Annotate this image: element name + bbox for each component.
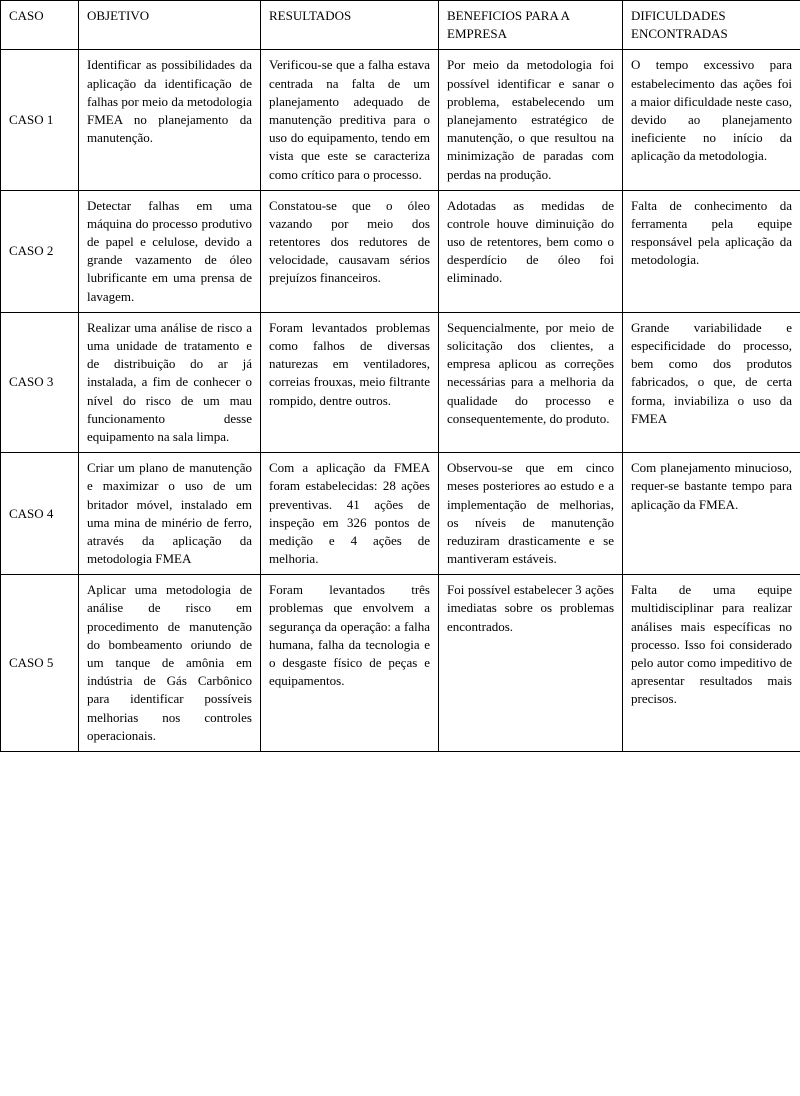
cell-beneficios: Observou-se que em cinco meses posterior… [439,453,623,575]
col-caso: CASO [1,1,79,50]
cell-objetivo: Aplicar uma metodologia de análise de ri… [79,575,261,752]
table-row: CASO 1 Identificar as possibilidades da … [1,50,800,190]
cell-dificuldades: Falta de conhecimento da ferramenta pela… [623,190,800,312]
cell-objetivo: Realizar uma análise de risco a uma unid… [79,312,261,452]
table-row: CASO 4 Criar um plano de manutenção e ma… [1,453,800,575]
cell-resultados: Foram levantados três problemas que envo… [261,575,439,752]
col-beneficios: BENEFICIOS PARA A EMPRESA [439,1,623,50]
cell-beneficios: Foi possível estabelecer 3 ações imediat… [439,575,623,752]
cell-caso: CASO 5 [1,575,79,752]
cell-resultados: Com a aplicação da FMEA foram estabeleci… [261,453,439,575]
col-objetivo: OBJETIVO [79,1,261,50]
cell-resultados: Foram levantados problemas como falhos d… [261,312,439,452]
cell-resultados: Verificou-se que a falha estava centrada… [261,50,439,190]
cell-caso: CASO 1 [1,50,79,190]
table-row: CASO 3 Realizar uma análise de risco a u… [1,312,800,452]
cell-objetivo: Detectar falhas em uma máquina do proces… [79,190,261,312]
cell-objetivo: Identificar as possibilidades da aplicaç… [79,50,261,190]
cell-caso: CASO 4 [1,453,79,575]
table-row: CASO 2 Detectar falhas em uma máquina do… [1,190,800,312]
cell-dificuldades: O tempo excessivo para estabelecimento d… [623,50,800,190]
cell-caso: CASO 2 [1,190,79,312]
col-resultados: RESULTADOS [261,1,439,50]
cell-beneficios: Por meio da metodologia foi possível ide… [439,50,623,190]
cell-beneficios: Sequencialmente, por meio de solicitação… [439,312,623,452]
cell-resultados: Constatou-se que o óleo vazando por meio… [261,190,439,312]
cell-caso: CASO 3 [1,312,79,452]
header-row: CASO OBJETIVO RESULTADOS BENEFICIOS PARA… [1,1,800,50]
col-dificuldades: DIFICULDADES ENCONTRADAS [623,1,800,50]
cell-beneficios: Adotadas as medidas de controle houve di… [439,190,623,312]
cell-dificuldades: Falta de uma equipe multidisciplinar par… [623,575,800,752]
cases-table: CASO OBJETIVO RESULTADOS BENEFICIOS PARA… [0,0,800,752]
cell-dificuldades: Grande variabilidade e especificidade do… [623,312,800,452]
cell-objetivo: Criar um plano de manutenção e maximizar… [79,453,261,575]
cell-dificuldades: Com planejamento minucioso, requer-se ba… [623,453,800,575]
table-row: CASO 5 Aplicar uma metodologia de anális… [1,575,800,752]
